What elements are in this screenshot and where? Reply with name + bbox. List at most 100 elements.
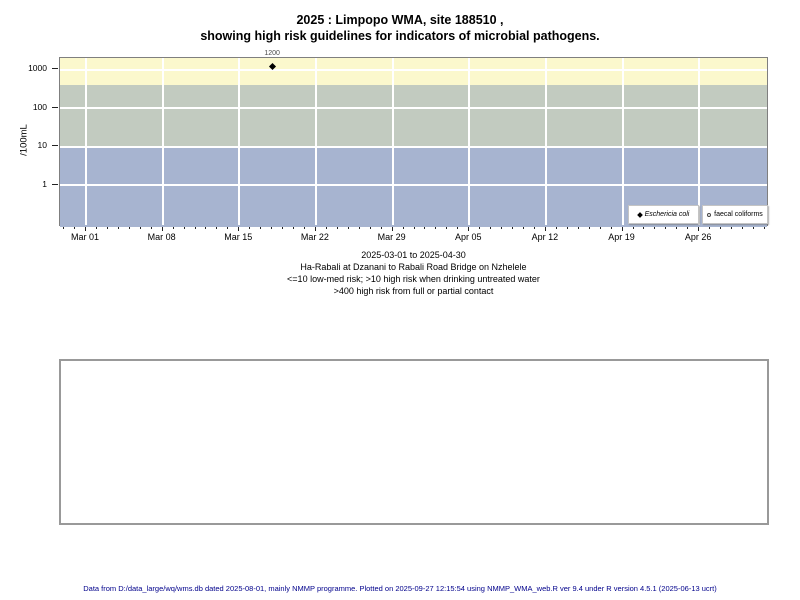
x-tick-label: Mar 15 [224, 232, 253, 242]
x-tick-minor [128, 226, 130, 229]
x-tick-minor [271, 226, 273, 229]
x-tick-minor [347, 226, 349, 229]
open-circle-icon [707, 212, 712, 217]
legend-item-ecoli: Eschericia coli [628, 205, 699, 224]
x-tick-label: Mar 22 [300, 232, 329, 242]
x-tick-minor [139, 226, 141, 229]
x-tick-minor [260, 226, 262, 229]
legend-label-faecal: faecal coliforms [714, 211, 763, 218]
x-tick-minor [282, 226, 284, 229]
x-tick-minor [325, 226, 327, 229]
x-tick-label: Apr 05 [454, 232, 482, 242]
y-tick [52, 68, 58, 69]
x-tick-major [391, 226, 393, 231]
caption: 2025-03-01 to 2025-04-30 Ha-Rabali at Dz… [59, 249, 768, 297]
x-tick-minor [216, 226, 218, 229]
x-tick-minor [304, 226, 305, 229]
x-tick-minor [446, 226, 448, 229]
x-tick-minor [205, 226, 207, 229]
caption-risk-line1: <=10 low-med risk; >10 high risk when dr… [287, 274, 540, 284]
x-tick-major [468, 226, 470, 231]
x-gridline [468, 58, 471, 225]
x-tick-minor [95, 226, 97, 229]
x-tick-major [85, 226, 86, 231]
x-tick-minor [293, 226, 295, 229]
x-gridline [85, 58, 87, 225]
y-tick [52, 145, 58, 146]
x-tick-minor [577, 226, 579, 229]
caption-date-range: 2025-03-01 to 2025-04-30 [361, 250, 466, 260]
x-tick-minor [763, 226, 765, 229]
x-tick-minor [643, 226, 645, 229]
y-gridline [60, 184, 767, 186]
x-tick-minor [501, 226, 503, 229]
x-gridline [544, 58, 547, 225]
x-gridline [238, 58, 241, 225]
x-tick-minor [336, 226, 338, 229]
x-tick-minor [183, 226, 185, 229]
x-tick-minor [676, 226, 678, 229]
data-point-value-label: 1200 [264, 50, 280, 57]
x-tick-minor [687, 226, 689, 229]
x-tick-minor [435, 226, 437, 229]
y-tick-label: 10 [37, 140, 47, 150]
x-gridline [391, 58, 394, 225]
x-tick-minor [194, 226, 196, 229]
x-gridline [161, 58, 164, 225]
x-tick-minor [654, 226, 656, 229]
x-tick-minor [610, 226, 612, 229]
x-tick-minor [63, 226, 65, 229]
footer-text: Data from D:/data_large/wq/wms.db dated … [83, 584, 717, 593]
chart-title: 2025 : Limpopo WMA, site 188510 , showin… [0, 12, 800, 44]
x-gridline [698, 58, 701, 225]
x-tick-label: Mar 29 [377, 232, 406, 242]
x-tick-minor [742, 226, 743, 229]
legend-item-faecal: faecal coliforms [702, 205, 768, 224]
x-tick-minor [413, 226, 415, 229]
x-tick-label: Apr 19 [608, 232, 635, 242]
x-tick-minor [369, 226, 371, 229]
chart-title-line2: showing high risk guidelines for indicat… [200, 29, 600, 43]
x-tick-minor [457, 226, 459, 229]
filled-diamond-icon [636, 211, 643, 218]
empty-panel [59, 359, 769, 525]
x-tick-minor [249, 226, 251, 229]
y-tick-label: 1 [42, 178, 47, 189]
y-tick-label: 1000 [28, 63, 47, 73]
x-tick-minor [720, 226, 722, 229]
x-tick-minor [402, 226, 404, 229]
x-tick-label: Apr 26 [684, 232, 712, 242]
x-tick-minor [523, 226, 524, 229]
y-tick [52, 183, 58, 185]
x-tick-label: Apr 12 [531, 232, 559, 242]
band-drinking-high-risk [60, 84, 767, 147]
x-tick-minor [709, 226, 711, 229]
band-full-contact-high-risk [60, 58, 767, 85]
x-tick-minor [479, 226, 481, 229]
y-tick [52, 106, 58, 108]
x-tick-minor [533, 226, 535, 229]
legend-label-ecoli: Eschericia coli [644, 211, 690, 218]
x-tick-major [621, 226, 623, 231]
x-tick-major [161, 226, 163, 231]
caption-risk-line2: >400 high risk from full or partial cont… [333, 286, 494, 296]
y-tick-label: 100 [32, 101, 47, 112]
x-tick-label: Mar 01 [70, 232, 99, 242]
x-tick-minor [599, 226, 601, 229]
x-tick-minor [74, 226, 76, 229]
x-tick-major [698, 226, 700, 231]
x-tick-minor [117, 226, 119, 229]
x-tick-minor [172, 226, 174, 229]
chart-title-line1: 2025 : Limpopo WMA, site 188510 , [296, 13, 504, 27]
x-tick-minor [665, 226, 667, 229]
x-tick-minor [588, 226, 590, 229]
x-tick-minor [424, 226, 426, 229]
legend: Eschericia coli faecal coliforms [628, 205, 768, 224]
x-tick-major [238, 226, 240, 231]
x-tick-label: Mar 08 [147, 232, 176, 242]
y-gridline [60, 107, 767, 109]
x-gridline [621, 58, 624, 225]
x-tick-minor [150, 226, 152, 229]
y-gridline [60, 68, 767, 71]
